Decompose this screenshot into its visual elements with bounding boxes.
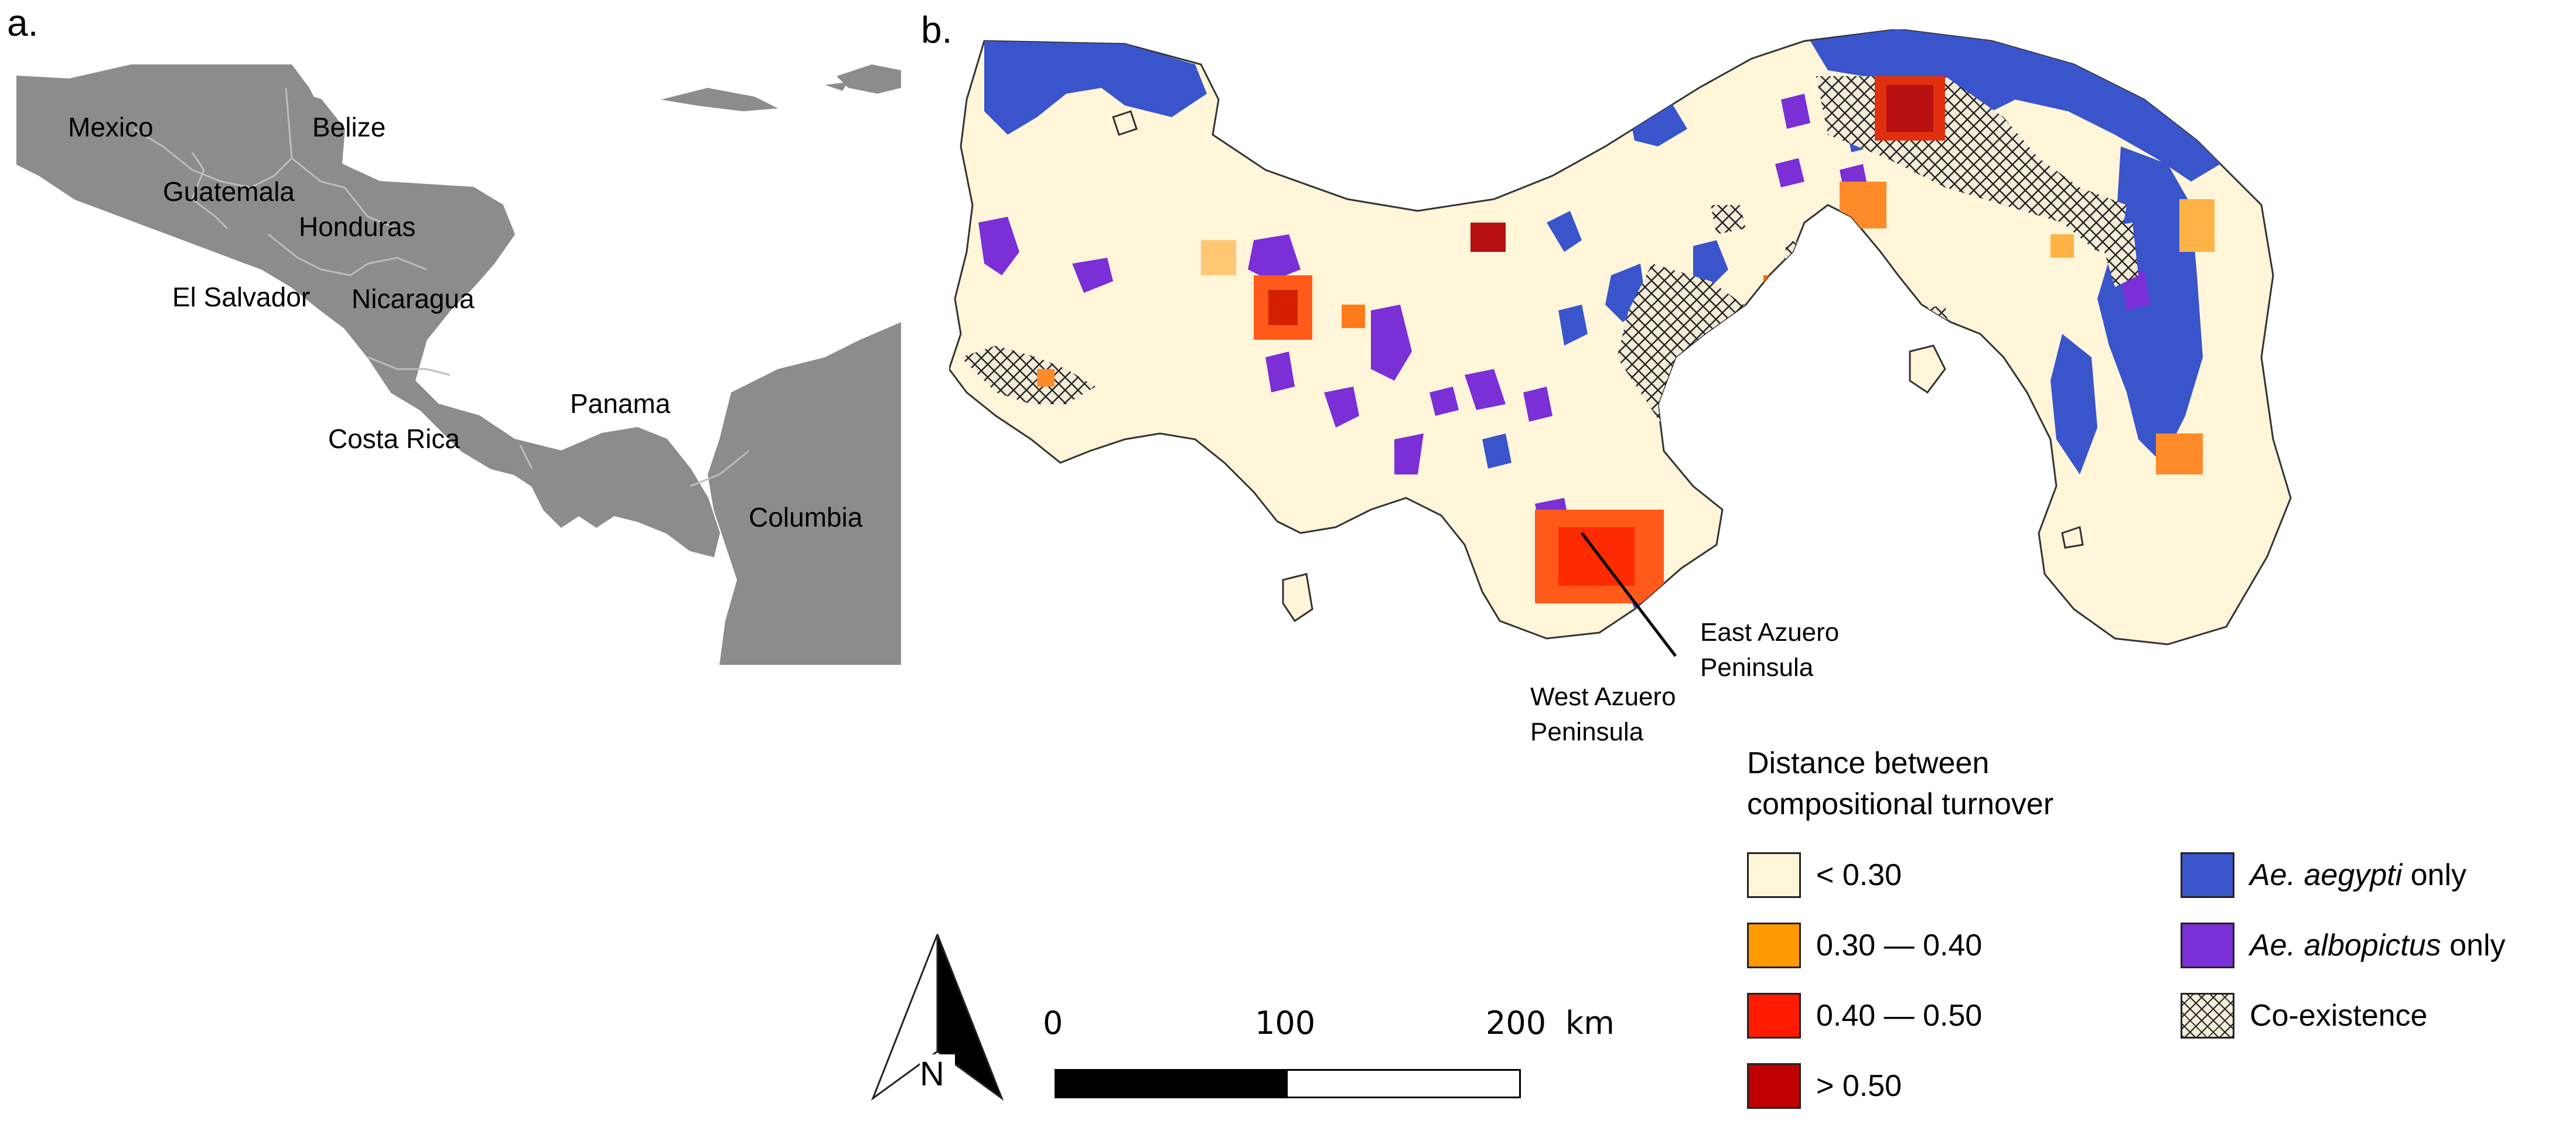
country-label-columbia: Columbia (749, 501, 862, 533)
legend-swatch (2181, 852, 2234, 898)
legend-item-aegypti: Ae. aegypti only (2181, 852, 2466, 898)
country-label-panama: Panama (570, 388, 670, 419)
central-america-map (16, 64, 901, 665)
legend-swatch-crosshatch (2181, 993, 2234, 1039)
west-azuero-line1: West Azuero (1530, 679, 1676, 715)
legend-swatch (1747, 993, 1801, 1039)
scale-tick-100: 100 (1255, 1005, 1315, 1041)
legend-swatch (2181, 923, 2234, 968)
east-azuero-label: East Azuero Peninsula (1700, 615, 1839, 685)
panel-a-map: Mexico Belize Guatemala Honduras El Salv… (16, 64, 901, 665)
scale-bar-black-segment (1056, 1071, 1288, 1097)
country-label-honduras: Honduras (299, 211, 415, 243)
panama-map (949, 29, 2437, 709)
west-azuero-line2: Peninsula (1530, 715, 1676, 750)
legend-item-030-040: 0.30 — 0.40 (1747, 923, 1982, 968)
scale-tick-200: 200 (1486, 1005, 1546, 1041)
legend-swatch (1747, 852, 1801, 898)
legend-label: Ae. aegypti only (2250, 858, 2466, 893)
country-label-belize: Belize (312, 111, 385, 143)
country-label-guatemala: Guatemala (163, 176, 295, 207)
country-label-nicaragua: Nicaragua (352, 283, 475, 315)
legend-label: Ae. albopictus only (2250, 928, 2506, 963)
legend-label: 0.40 — 0.50 (1816, 998, 1982, 1033)
scale-unit: km (1565, 1005, 1615, 1041)
scale-bar-white-segment (1288, 1071, 1519, 1097)
legend-item-coexistence: Co-existence (2181, 993, 2427, 1039)
panama-turnover-map (949, 29, 2437, 709)
island-1 (1910, 346, 1945, 392)
country-label-mexico: Mexico (68, 111, 153, 143)
legend-title: Distance between compositional turnover (1747, 743, 2053, 825)
legend-label: > 0.50 (1816, 1068, 1902, 1104)
island-2 (1283, 574, 1312, 621)
legend-item-gt-050: > 0.50 (1747, 1063, 1902, 1109)
legend-item-albopictus: Ae. albopictus only (2181, 923, 2506, 968)
east-azuero-line1: East Azuero (1700, 615, 1839, 650)
legend-label: < 0.30 (1816, 858, 1902, 893)
scale-bar (1055, 1069, 1521, 1098)
scale-tick-0: 0 (1043, 1005, 1063, 1041)
panel-b-label: b. (921, 8, 952, 52)
north-arrow: N (861, 928, 1014, 1104)
east-azuero-line2: Peninsula (1700, 650, 1839, 685)
panel-a-label: a. (7, 1, 38, 45)
north-arrow-label: N (920, 1054, 944, 1094)
legend-swatch (1747, 923, 1801, 968)
legend-title-line1: Distance between (1747, 743, 2053, 784)
legend-label: 0.30 — 0.40 (1816, 928, 1982, 963)
west-azuero-label: West Azuero Peninsula (1530, 679, 1676, 750)
country-label-el-salvador: El Salvador (172, 281, 310, 313)
legend-swatch (1747, 1063, 1801, 1109)
legend-label: Co-existence (2250, 998, 2427, 1033)
legend-item-lt-030: < 0.30 (1747, 852, 1902, 898)
legend-title-line2: compositional turnover (1747, 784, 2053, 825)
legend-item-040-050: 0.40 — 0.50 (1747, 993, 1982, 1039)
country-label-costa-rica: Costa Rica (328, 423, 460, 455)
